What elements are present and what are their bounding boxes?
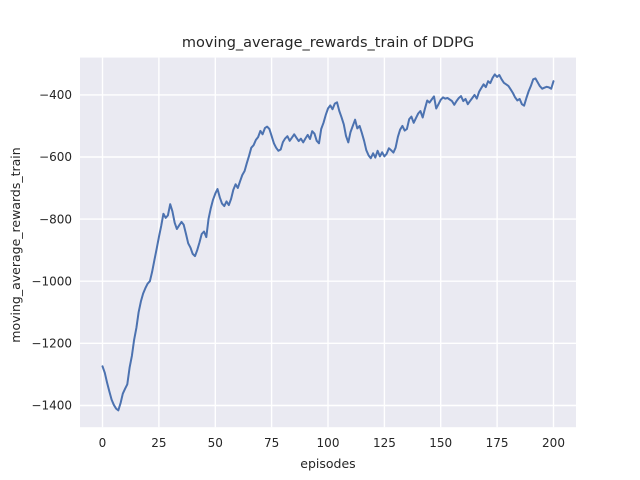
y-tick-label: −1200 — [31, 337, 72, 351]
series-line-moving-average-rewards — [101, 73, 555, 412]
x-tick-label: 175 — [486, 436, 509, 450]
x-axis-label: episodes — [300, 456, 355, 471]
y-tick-label: −1400 — [31, 399, 72, 413]
x-tick-labels: 0 25 50 75 100 125 150 175 200 — [99, 436, 565, 450]
x-tick-label: 75 — [264, 436, 279, 450]
y-tick-label: −800 — [39, 212, 72, 226]
x-tick-label: 100 — [317, 436, 340, 450]
y-tick-label: −600 — [39, 150, 72, 164]
y-tick-labels: −400 −600 −800 −1000 −1200 −1400 — [31, 88, 72, 413]
y-axis-label: moving_average_rewards_train — [8, 147, 23, 342]
y-tick-label: −1000 — [31, 274, 72, 288]
x-tick-label: 150 — [429, 436, 452, 450]
x-tick-label: 0 — [99, 436, 107, 450]
x-tick-label: 50 — [208, 436, 223, 450]
x-tick-label: 200 — [542, 436, 565, 450]
y-tick-label: −400 — [39, 88, 72, 102]
chart-title: moving_average_rewards_train of DDPG — [182, 35, 474, 51]
x-tick-label: 25 — [151, 436, 166, 450]
x-tick-label: 125 — [373, 436, 396, 450]
grid-lines — [80, 57, 576, 428]
